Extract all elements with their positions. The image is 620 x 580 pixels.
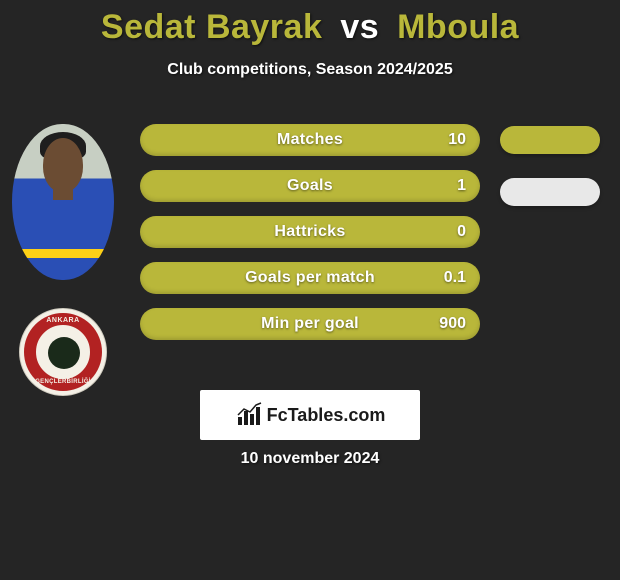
badge-center (48, 337, 80, 369)
stat-row-goals-per-match: Goals per match 0.1 (140, 262, 480, 294)
stat-value: 0.1 (444, 269, 466, 287)
stat-label: Min per goal (140, 315, 480, 333)
player1-avatar (12, 124, 114, 280)
right-column (490, 124, 610, 230)
stat-label: Matches (140, 131, 480, 149)
page-title: Sedat Bayrak vs Mboula (0, 0, 620, 47)
stat-row-matches: Matches 10 (140, 124, 480, 156)
avatar-neck (53, 186, 73, 200)
legend-pill-player2 (500, 178, 600, 206)
club-badge: ANKARA GENÇLERBİRLİĞİ (19, 308, 107, 396)
logo-text: FcTables.com (267, 405, 386, 426)
stat-label: Goals (140, 177, 480, 195)
stat-label: Hattricks (140, 223, 480, 241)
stat-label: Goals per match (140, 269, 480, 287)
fctables-logo: FcTables.com (200, 390, 420, 440)
player1-name: Sedat Bayrak (101, 8, 322, 46)
stat-value: 0 (457, 223, 466, 241)
vs-text: vs (340, 8, 379, 46)
left-column: ANKARA GENÇLERBİRLİĞİ (8, 124, 118, 396)
date-text: 10 november 2024 (0, 450, 620, 468)
player2-name: Mboula (397, 8, 519, 46)
chart-icon (235, 401, 263, 429)
avatar-head (43, 138, 83, 192)
stat-row-hattricks: Hattricks 0 (140, 216, 480, 248)
stat-row-min-per-goal: Min per goal 900 (140, 308, 480, 340)
stats-bars: Matches 10 Goals 1 Hattricks 0 Goals per… (140, 124, 480, 354)
badge-top-text: ANKARA (20, 317, 106, 324)
badge-bottom-text: GENÇLERBİRLİĞİ (20, 379, 106, 385)
stat-row-goals: Goals 1 (140, 170, 480, 202)
subtitle: Club competitions, Season 2024/2025 (0, 61, 620, 79)
stat-value: 10 (448, 131, 466, 149)
legend-pill-player1 (500, 126, 600, 154)
stat-value: 900 (439, 315, 466, 333)
stat-value: 1 (457, 177, 466, 195)
